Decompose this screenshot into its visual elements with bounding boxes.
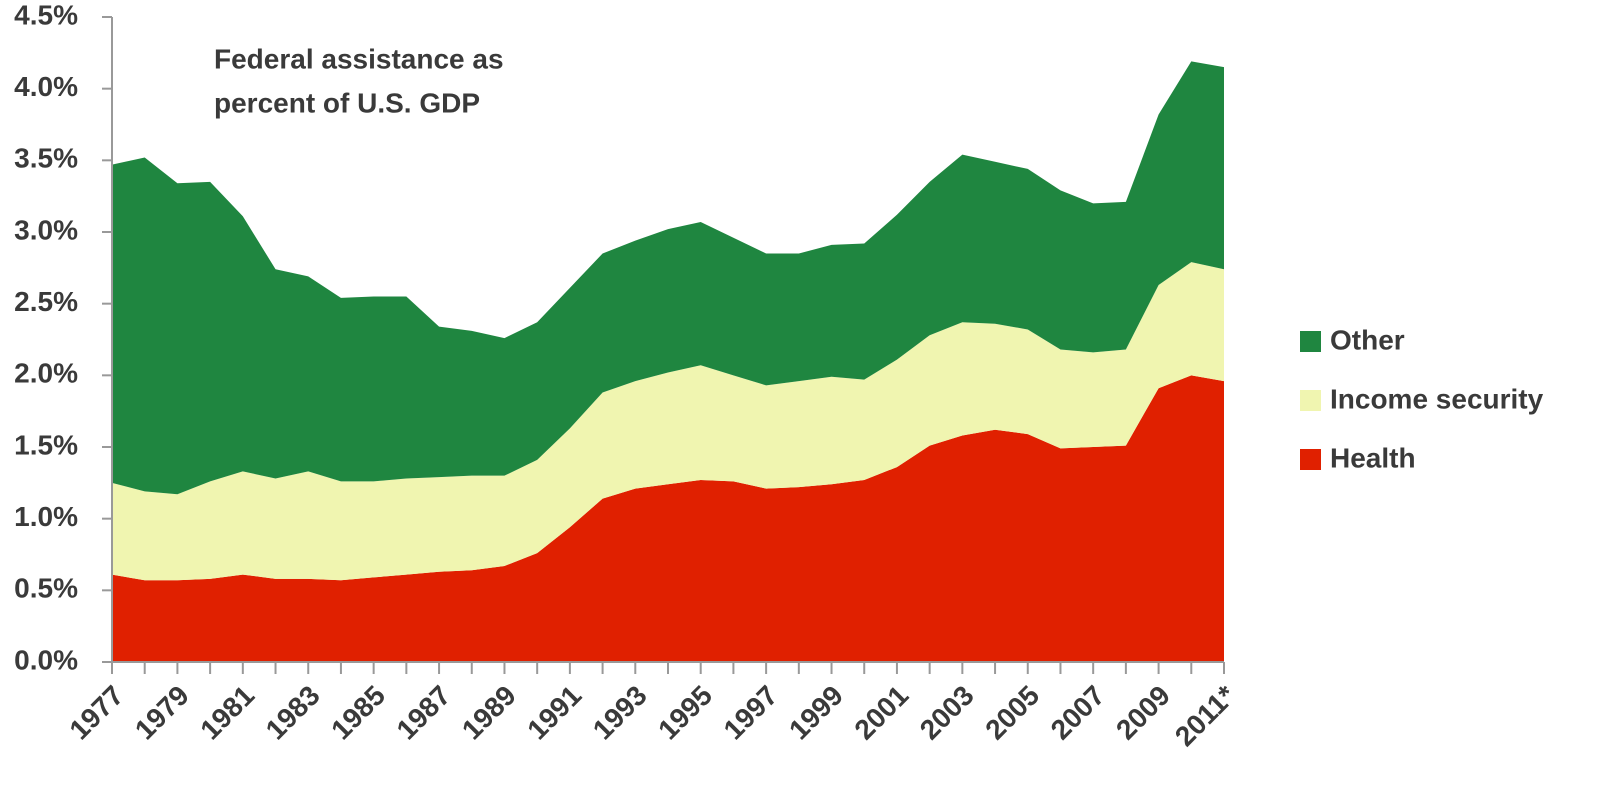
x-tick-group: 1977 [63, 680, 129, 746]
x-tick-label: 1987 [391, 680, 457, 746]
legend-label: Health [1330, 442, 1416, 473]
x-tick-group: 1989 [456, 680, 522, 746]
x-tick-label: 1985 [325, 680, 391, 746]
x-tick-label: 1981 [194, 680, 260, 746]
x-tick-group: 2005 [979, 680, 1045, 746]
legend-swatch [1300, 449, 1321, 470]
x-tick-label: 1999 [783, 680, 849, 746]
x-tick-label: 1989 [456, 680, 522, 746]
x-tick-group: 1979 [129, 680, 195, 746]
y-tick-label: 4.0% [14, 71, 78, 102]
y-tick-label: 4.5% [14, 0, 78, 30]
area [112, 61, 1224, 495]
x-tick-label: 1995 [652, 680, 718, 746]
y-tick-label: 0.0% [14, 644, 78, 675]
area [112, 375, 1224, 662]
x-tick-label: 1979 [129, 680, 195, 746]
y-tick-label: 2.5% [14, 286, 78, 317]
x-tick-label: 2003 [914, 680, 980, 746]
y-tick-label: 1.0% [14, 501, 78, 532]
x-tick-label: 2005 [979, 680, 1045, 746]
y-tick-label: 1.5% [14, 429, 78, 460]
x-tick-group: 2011* [1169, 679, 1242, 752]
x-tick-group: 1993 [587, 680, 653, 746]
x-tick-label: 1991 [521, 680, 587, 746]
y-tick-label: 3.5% [14, 143, 78, 174]
x-tick-label: 1997 [718, 680, 784, 746]
x-tick-group: 2007 [1045, 680, 1111, 746]
x-tick-group: 1985 [325, 680, 391, 746]
x-tick-group: 1995 [652, 680, 718, 746]
legend-label: Other [1330, 324, 1405, 355]
x-tick-label: 1983 [260, 680, 326, 746]
area [112, 262, 1224, 581]
x-tick-label: 2001 [848, 680, 914, 746]
x-tick-group: 1997 [718, 680, 784, 746]
y-tick-label: 2.0% [14, 358, 78, 389]
x-tick-label: 2007 [1045, 680, 1111, 746]
x-tick-group: 1991 [521, 680, 587, 746]
x-tick-group: 2003 [914, 680, 980, 746]
chart-title: Federal assistance as [214, 43, 504, 74]
x-tick-group: 2001 [848, 680, 914, 746]
x-tick-label: 1977 [63, 680, 129, 746]
chart-title: percent of U.S. GDP [214, 87, 480, 118]
y-tick-label: 3.0% [14, 214, 78, 245]
legend-label: Income security [1330, 383, 1544, 414]
x-tick-label: 1993 [587, 680, 653, 746]
legend-swatch [1300, 390, 1321, 411]
x-tick-group: 1999 [783, 680, 849, 746]
x-tick-group: 1983 [260, 680, 326, 746]
legend-swatch [1300, 331, 1321, 352]
x-tick-group: 1981 [194, 680, 260, 746]
x-tick-group: 2009 [1110, 680, 1176, 746]
y-tick-label: 0.5% [14, 573, 78, 604]
x-tick-label: 2009 [1110, 680, 1176, 746]
x-tick-label: 2011* [1169, 679, 1242, 752]
x-tick-group: 1987 [391, 680, 457, 746]
